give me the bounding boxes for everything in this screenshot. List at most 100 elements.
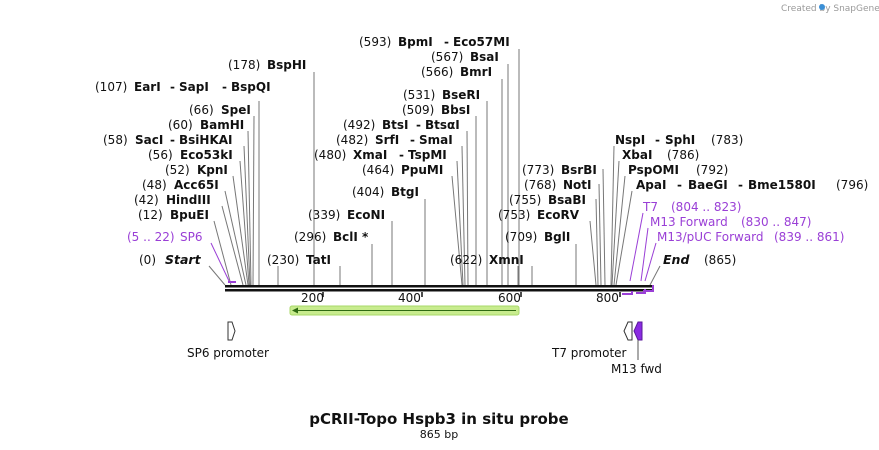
enzyme-name: BtsI [382, 118, 409, 132]
enzyme-name: EcoNI [347, 208, 385, 222]
site-position: (492) [343, 118, 375, 132]
enzyme-name: BamHI [200, 118, 244, 132]
enzyme-name: PspOMI [628, 163, 679, 177]
site-position: (709) [505, 230, 537, 244]
sep: - [410, 133, 415, 147]
site-position: (622) [450, 253, 482, 267]
enzyme-name: XbaI [622, 148, 652, 162]
enzyme-name: Eco57MI [453, 35, 510, 49]
ruler-labels: 200 400 600 800 [301, 291, 619, 305]
primer-range: (839 .. 861) [774, 230, 844, 244]
primer-range: (830 .. 847) [741, 215, 811, 229]
primer-name: M13 Forward [650, 215, 728, 229]
sp6-primer-mark [228, 281, 236, 283]
enzyme-name: SphI [665, 133, 695, 147]
site-position: (107) [95, 80, 127, 94]
site-position: (768) [524, 178, 556, 192]
end-label: End [663, 252, 690, 267]
watermark: Created by SnapGene [781, 4, 879, 14]
enzyme-name: ApaI [636, 178, 666, 192]
sep: - [677, 178, 682, 192]
site-position: (58) [103, 133, 128, 147]
primer-name: SP6 [180, 230, 203, 244]
site-position: (482) [336, 133, 368, 147]
site-position: (12) [138, 208, 163, 222]
snapgene-logo-icon [819, 4, 825, 10]
enzyme-name: BaeGI [688, 178, 728, 192]
site-position: (755) [509, 193, 541, 207]
primer-name: M13/pUC Forward [657, 230, 764, 244]
site-position: (60) [168, 118, 193, 132]
enzyme-name: BpmI [398, 35, 433, 49]
sep: - [738, 178, 743, 192]
enzyme-name: KpnI [197, 163, 228, 177]
primer-marks [228, 281, 654, 295]
site-position: (178) [228, 58, 260, 72]
enzyme-name: BsiHKAI [179, 133, 233, 147]
primer-leader-lines [210, 212, 657, 282]
enzyme-name: BtgI [391, 185, 419, 199]
enzyme-name: PpuMI [401, 163, 443, 177]
enzyme-name: EarI [134, 80, 161, 94]
site-position: (566) [421, 65, 453, 79]
sep: - [170, 80, 175, 94]
site-position: (796) [836, 178, 868, 192]
enzyme-name: TspMI [408, 148, 447, 162]
arrow-left-icon [292, 307, 298, 314]
primer-labels: (5 .. 22) SP6 T7 (804 .. 823) M13 Forwar… [127, 200, 844, 244]
site-position: (480) [314, 148, 346, 162]
site-position: (0) [139, 253, 156, 267]
enzyme-name: XmaI [353, 148, 387, 162]
enzyme-name: BsrBI [561, 163, 597, 177]
m13-puc-forward-mark [643, 285, 654, 292]
ruler-label: 200 [301, 291, 324, 305]
map-length: 865 bp [420, 428, 458, 441]
site-position: (865) [704, 253, 736, 267]
site-position: (230) [267, 253, 299, 267]
sep: - [399, 148, 404, 162]
site-position: (296) [294, 230, 326, 244]
enzyme-name: SmaI [419, 133, 453, 147]
ruler-label: 600 [498, 291, 521, 305]
dna-backbone [225, 285, 653, 297]
enzyme-name: SapI [179, 80, 209, 94]
site-position: (509) [402, 103, 434, 117]
sep: - [170, 133, 175, 147]
t7-primer-mark [622, 291, 633, 295]
site-position: (464) [362, 163, 394, 177]
site-position: (66) [189, 103, 214, 117]
site-position: (753) [498, 208, 530, 222]
enzyme-name: BsaI [470, 50, 499, 64]
site-position: (773) [522, 163, 554, 177]
enzyme-name: BpuEI [170, 208, 209, 222]
site-position: (339) [308, 208, 340, 222]
site-position: (567) [431, 50, 463, 64]
enzyme-name: NotI [563, 178, 592, 192]
enzyme-name: BsaBI [548, 193, 586, 207]
sep: - [222, 80, 227, 94]
sep: - [655, 133, 660, 147]
enzyme-name: Eco53kI [180, 148, 233, 162]
enzyme-name: HindIII [166, 193, 211, 207]
site-position: (52) [165, 163, 190, 177]
site-position: (56) [148, 148, 173, 162]
site-position: (48) [142, 178, 167, 192]
feature-label: M13 fwd [611, 362, 662, 376]
ruler-label: 800 [596, 291, 619, 305]
site-position: (42) [134, 193, 159, 207]
site-position: (531) [403, 88, 435, 102]
m13-fwd-glyph [633, 321, 643, 360]
enzyme-name: BtsαI [425, 118, 460, 132]
enzyme-name: SacI [135, 133, 163, 147]
enzyme-name: EcoRV [537, 208, 580, 222]
primer-range: (804 .. 823) [671, 200, 741, 214]
feature-label: SP6 promoter [187, 346, 269, 360]
enzyme-name: SrfI [375, 133, 399, 147]
sep: - [416, 118, 421, 132]
enzyme-name: TatI [306, 253, 331, 267]
enzyme-name: XmnI [489, 253, 524, 267]
sep: - [444, 35, 449, 49]
enzyme-name: NspI [615, 133, 645, 147]
enzyme-name: BseRI [442, 88, 480, 102]
